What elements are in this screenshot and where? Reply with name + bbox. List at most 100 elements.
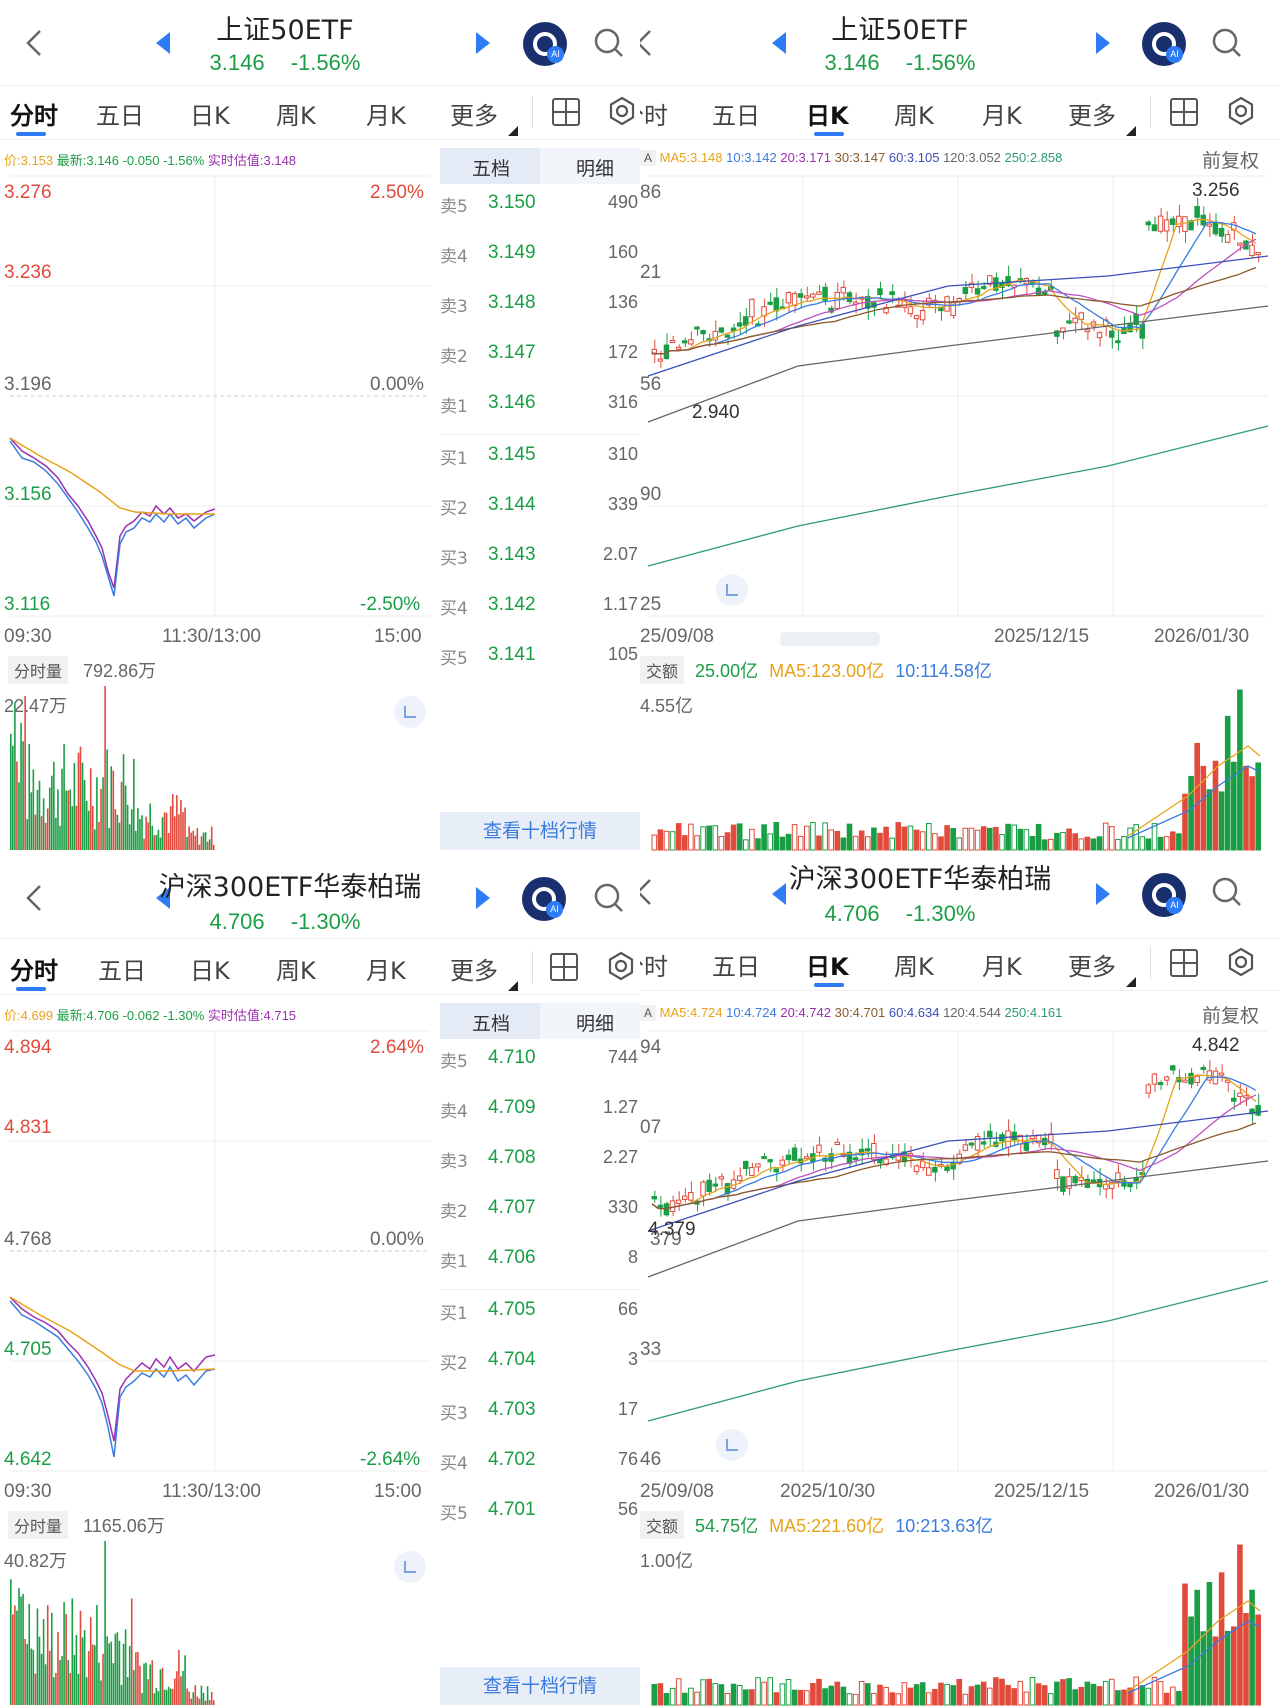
orderbook-row[interactable]: 卖1 4.706 8 <box>440 1247 640 1277</box>
back-icon[interactable] <box>20 28 50 58</box>
settings-icon[interactable] <box>607 96 637 126</box>
ai-assistant-icon[interactable] <box>522 877 566 921</box>
ai-assistant-icon[interactable] <box>1142 873 1186 917</box>
back-icon[interactable] <box>20 883 50 913</box>
prev-stock-arrow-icon[interactable] <box>772 883 786 905</box>
volume-header: 交额 25.00亿 MA5:123.00亿 10:114.58亿 <box>640 656 992 684</box>
expand-icon[interactable] <box>394 696 426 728</box>
orderbook-row[interactable]: 买3 3.143 2.07 <box>440 544 640 574</box>
orderbook-row[interactable]: 卖4 4.709 1.27 <box>440 1097 640 1127</box>
expand-icon[interactable] <box>394 1551 426 1583</box>
prev-stock-arrow-icon[interactable] <box>156 887 170 909</box>
tab-five-day[interactable]: 五日 <box>96 102 144 130</box>
tab-five-levels[interactable]: 五档 <box>472 1013 511 1035</box>
intraday-chart[interactable] <box>9 1030 430 1472</box>
next-stock-arrow-icon[interactable] <box>476 32 490 54</box>
tab-day-k[interactable]: 日K <box>806 102 849 130</box>
tab-day-k[interactable]: 日K <box>190 102 230 130</box>
tab-day-k[interactable]: 日K <box>806 953 849 981</box>
orderbook-row[interactable]: 卖5 4.710 744 <box>440 1047 640 1077</box>
orderbook-row[interactable]: 卖2 4.707 330 <box>440 1197 640 1227</box>
volume-selector[interactable]: 交额 <box>640 656 685 684</box>
tab-more[interactable]: 更多 <box>450 957 498 985</box>
tab-trade-detail[interactable]: 明细 <box>576 1013 615 1035</box>
tab-more[interactable]: 更多 <box>450 102 498 130</box>
volume-bar <box>871 827 877 851</box>
prev-stock-arrow-icon[interactable] <box>772 32 786 54</box>
volume-selector[interactable]: 分时量 <box>8 656 69 684</box>
orderbook-row[interactable]: 卖3 3.148 136 <box>440 292 640 322</box>
tab-month-k[interactable]: 月K <box>366 957 406 985</box>
next-stock-arrow-icon[interactable] <box>476 887 490 909</box>
orderbook-row[interactable]: 卖3 4.708 2.27 <box>440 1147 640 1177</box>
volume-selector[interactable]: 分时量 <box>8 1511 69 1539</box>
orderbook-row[interactable]: 买3 4.703 17 <box>440 1399 640 1429</box>
volume-bar <box>135 830 137 850</box>
layout-grid-icon[interactable] <box>1170 98 1198 126</box>
search-icon[interactable] <box>1212 28 1242 58</box>
ma-selector[interactable]: A <box>640 1005 657 1021</box>
tab-more[interactable]: 更多 <box>1068 102 1116 130</box>
view-ten-levels-button[interactable]: 查看十档行情 <box>440 1667 640 1705</box>
tab-more[interactable]: 更多 <box>1068 953 1116 981</box>
orderbook-row[interactable]: 买4 4.702 76 <box>440 1449 640 1479</box>
tab-trade-detail[interactable]: 明细 <box>576 158 615 180</box>
orderbook-row[interactable]: 卖5 3.150 490 <box>440 192 640 222</box>
orderbook-row[interactable]: 买5 3.141 105 <box>440 644 640 674</box>
prev-stock-arrow-icon[interactable] <box>156 32 170 54</box>
search-icon[interactable] <box>1212 877 1242 907</box>
kline-chart[interactable] <box>647 1030 1269 1472</box>
intraday-chart[interactable] <box>9 175 430 617</box>
search-icon[interactable] <box>594 28 624 58</box>
settings-icon[interactable] <box>1226 947 1256 977</box>
tab-month-k[interactable]: 月K <box>366 102 406 130</box>
tab-intraday[interactable]: 分时 <box>640 947 668 982</box>
orderbook-row[interactable]: 买4 3.142 1.17 <box>440 594 640 624</box>
volume-bar <box>139 1665 141 1705</box>
tab-five-levels[interactable]: 五档 <box>472 158 511 180</box>
layout-grid-icon[interactable] <box>552 98 580 126</box>
volume-bar <box>157 1691 160 1705</box>
kline-chart[interactable] <box>647 175 1269 617</box>
tab-day-k[interactable]: 日K <box>190 957 230 985</box>
view-ten-levels-button[interactable]: 查看十档行情 <box>440 812 640 850</box>
back-icon[interactable] <box>640 877 660 907</box>
tab-week-k[interactable]: 周K <box>894 953 934 981</box>
next-stock-arrow-icon[interactable] <box>1096 32 1110 54</box>
tab-intraday[interactable]: 分时 <box>640 96 668 131</box>
tab-five-day[interactable]: 五日 <box>98 957 146 985</box>
tab-intraday[interactable]: 分时 <box>10 957 58 985</box>
ai-assistant-icon[interactable] <box>523 22 567 66</box>
orderbook-row[interactable]: 买2 4.704 3 <box>440 1349 640 1379</box>
tab-intraday[interactable]: 分时 <box>10 102 58 130</box>
tab-week-k[interactable]: 周K <box>276 957 316 985</box>
orderbook-row[interactable]: 买1 4.705 66 <box>440 1299 640 1329</box>
tab-week-k[interactable]: 周K <box>894 102 934 130</box>
orderbook-row[interactable]: 卖2 3.147 172 <box>440 342 640 372</box>
tab-five-day[interactable]: 五日 <box>712 953 760 981</box>
orderbook-row[interactable]: 买2 3.144 339 <box>440 494 640 524</box>
settings-icon[interactable] <box>606 951 636 981</box>
tab-month-k[interactable]: 月K <box>982 102 1022 130</box>
ma-selector[interactable]: A <box>640 150 657 166</box>
orderbook-row[interactable]: 卖1 3.146 316 <box>440 392 640 422</box>
volume-bar <box>122 754 125 850</box>
adjust-mode[interactable]: 前复权 <box>1202 151 1260 172</box>
orderbook-row[interactable]: 买1 3.145 310 <box>440 444 640 474</box>
layout-grid-icon[interactable] <box>1170 949 1198 977</box>
tab-month-k[interactable]: 月K <box>982 953 1022 981</box>
adjust-mode[interactable]: 前复权 <box>1202 1006 1260 1027</box>
volume-selector[interactable]: 交额 <box>640 1511 685 1539</box>
next-stock-arrow-icon[interactable] <box>1096 883 1110 905</box>
layout-grid-icon[interactable] <box>550 953 578 981</box>
orderbook-row[interactable]: 卖4 3.149 160 <box>440 242 640 272</box>
search-icon[interactable] <box>594 883 624 913</box>
ai-assistant-icon[interactable] <box>1142 22 1186 66</box>
expand-icon[interactable] <box>716 1429 748 1461</box>
expand-icon[interactable] <box>716 574 748 606</box>
tab-five-day[interactable]: 五日 <box>712 102 760 130</box>
back-icon[interactable] <box>640 28 660 58</box>
orderbook-row[interactable]: 买5 4.701 56 <box>440 1499 640 1529</box>
settings-icon[interactable] <box>1226 96 1256 126</box>
tab-week-k[interactable]: 周K <box>276 102 316 130</box>
